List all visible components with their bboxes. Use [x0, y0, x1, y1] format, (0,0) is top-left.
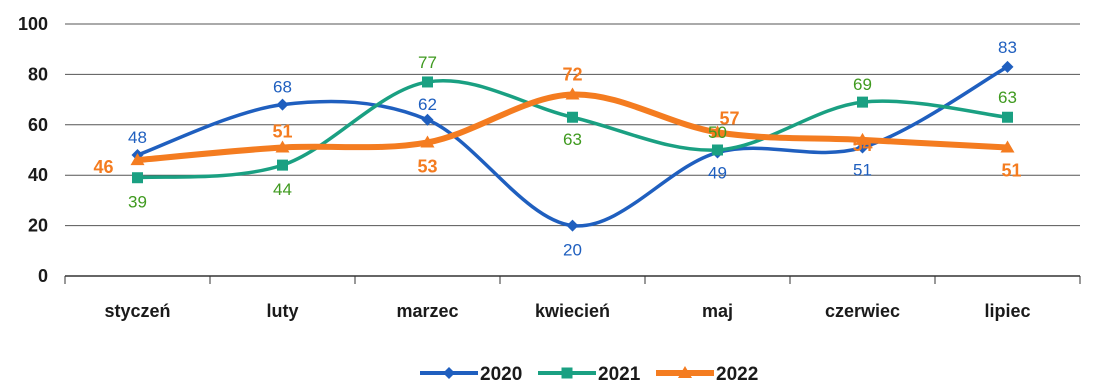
data-label-2020: 49: [708, 164, 727, 183]
x-tick-label: lipiec: [984, 301, 1030, 321]
data-label-2020: 51: [853, 160, 872, 179]
point-2022: [710, 125, 725, 138]
legend-marker: [561, 367, 573, 379]
legend-label: 2022: [716, 364, 758, 385]
data-label-2021: 50: [708, 123, 727, 142]
y-tick-label: 40: [28, 165, 48, 185]
x-tick-label: kwiecień: [535, 301, 610, 321]
point-2022: [855, 132, 870, 145]
point-2021: [1002, 111, 1013, 123]
series-2022: [130, 87, 1015, 166]
data-label-2020: 68: [273, 78, 292, 97]
point-2021: [712, 144, 723, 156]
data-label-2022: 51: [1001, 160, 1021, 180]
x-tick-label: czerwiec: [825, 301, 900, 321]
point-2021: [422, 76, 433, 88]
point-2020: [566, 219, 579, 232]
point-2022: [1000, 140, 1015, 153]
point-2021: [567, 111, 578, 123]
x-tick-label: styczeń: [104, 301, 170, 321]
point-2021: [857, 96, 868, 108]
point-2020: [421, 113, 434, 126]
legend-item-2020: 2020: [420, 364, 522, 385]
legend-marker: [678, 366, 692, 378]
legend-label: 2021: [598, 364, 641, 385]
point-2022: [130, 153, 145, 166]
legend-marker: [443, 367, 455, 379]
y-tick-label: 80: [28, 64, 48, 84]
legend: 2020 2021 2022: [420, 364, 758, 385]
data-label-2022: 51: [272, 121, 292, 141]
data-label-2020: 48: [128, 128, 147, 147]
data-label-2020: 20: [563, 241, 582, 260]
data-label-2021: 44: [273, 180, 292, 199]
point-2021: [277, 159, 288, 171]
data-labels: 48 68 62 20 49 51 83 39 44 77 63 50 69 63 46 51 53 72 57 54…: [93, 38, 1021, 260]
data-label-2022: 57: [719, 108, 739, 128]
x-tick-label: marzec: [396, 301, 458, 321]
legend-item-2021: 2021: [538, 364, 641, 385]
data-label-2021: 63: [563, 130, 582, 149]
legend-label: 2020: [480, 364, 522, 385]
data-label-2020: 62: [418, 95, 437, 114]
x-axis: styczeń luty marzec kwiecień maj czerwiec lipi…: [64, 276, 1081, 321]
data-label-2022: 46: [93, 157, 113, 177]
point-2022: [565, 87, 580, 100]
data-label-2022: 53: [417, 156, 437, 176]
y-axis-ticks: 0 20 40 60 80 100: [18, 14, 48, 286]
y-tick-label: 100: [18, 14, 48, 34]
point-2022: [420, 135, 435, 148]
y-tick-label: 20: [28, 216, 48, 236]
data-label-2021: 63: [998, 88, 1017, 107]
line-2022: [134, 91, 1011, 164]
y-tick-label: 60: [28, 115, 48, 135]
data-label-2021: 77: [418, 53, 437, 72]
legend-item-2022: 2022: [656, 364, 758, 385]
data-label-2022: 54: [852, 135, 872, 155]
point-2022: [275, 140, 290, 153]
data-label-2021: 39: [128, 193, 147, 212]
data-label-2020: 83: [998, 38, 1017, 57]
series-2021: [132, 76, 1013, 184]
point-2020: [1001, 60, 1014, 73]
point-2021: [132, 172, 143, 184]
y-tick-label: 0: [38, 266, 48, 286]
data-label-2022: 72: [562, 65, 582, 85]
x-tick-label: maj: [702, 301, 733, 321]
data-label-2021: 69: [853, 75, 872, 94]
series-lines: [130, 60, 1015, 232]
point-2020: [276, 98, 289, 111]
x-tick-label: luty: [266, 301, 298, 321]
